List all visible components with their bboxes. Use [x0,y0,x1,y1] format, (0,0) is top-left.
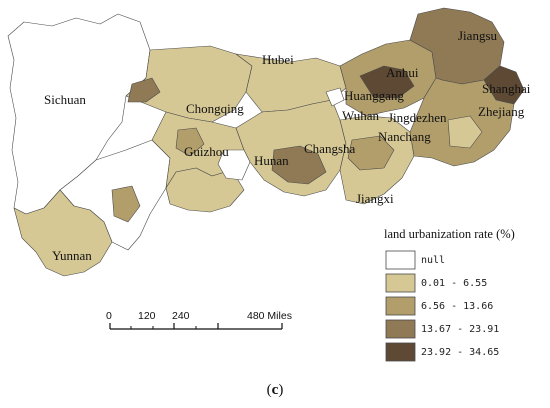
region-yunnan [13,189,113,277]
label-jiangxi: Jiangxi [356,191,394,206]
map-regions [7,7,525,277]
legend-swatch [385,342,416,362]
label-shanghai: Shanghai [482,81,531,96]
label-zhejiang: Zhejiang [478,104,525,119]
legend-item-null: null [385,250,445,270]
label-hunan: Hunan [254,153,289,168]
map-labels: Sichuan Chongqing Hubei Anhui Jiangsu Sh… [44,28,531,263]
label-hubei: Hubei [262,52,294,67]
legend-swatch [385,273,416,293]
label-chongqing: Chongqing [186,101,244,116]
scale-tick-label-480: 480 Miles [247,310,292,322]
label-anhui: Anhui [386,65,419,80]
region-south-mid [111,185,141,223]
region-hunan-dark [271,145,327,185]
legend-label: null [421,255,445,266]
region-wuhan-null [325,87,345,107]
label-yunnan: Yunnan [52,248,92,263]
label-wuhan: Wuhan [342,108,380,123]
caption-letter: c [271,382,279,398]
region-guizhou-mid [175,127,205,157]
region-chongqing-dark [127,77,161,103]
figure-caption: (c) [0,382,550,399]
region-hunan-null [217,149,251,181]
legend-item-class-4: 23.92 - 34.65 [385,342,499,362]
label-sichuan: Sichuan [44,92,86,107]
legend-swatch [385,250,416,270]
label-changsha: Changsha [304,141,356,156]
region-huanggang-dark [359,65,415,99]
legend-item-class-3: 13.67 - 23.91 [385,319,499,339]
scale-tick-label-120: 120 [138,310,156,322]
caption-open: ( [266,382,272,398]
label-huanggang: Huanggang [344,88,404,103]
legend-swatch [385,319,416,339]
label-jiangsu: Jiangsu [458,28,498,43]
scale-bar: 0 120 240 480 Miles [106,310,292,330]
region-sichuan [7,13,151,215]
legend-label: 6.56 - 13.66 [421,301,493,312]
legend-label: 23.92 - 34.65 [421,347,499,358]
label-jingdezhen: Jingdezhen [388,110,447,125]
label-guizhou: Guizhou [184,144,229,159]
region-zhejiang-light [447,115,483,149]
label-nanchang: Nanchang [378,129,431,144]
scale-tick-label-0: 0 [106,310,112,322]
legend-label: 13.67 - 23.91 [421,324,499,335]
legend-title: land urbanization rate (%) [384,227,515,241]
scale-tick-label-240: 240 [172,310,190,322]
legend-label: 0.01 - 6.55 [421,278,487,289]
legend: land urbanization rate (%) null 0.01 - 6… [384,227,515,362]
region-guizhou-south [165,167,245,213]
legend-item-class-2: 6.56 - 13.66 [385,296,493,316]
caption-close: ) [278,382,284,398]
legend-swatch [385,296,416,316]
legend-item-class-1: 0.01 - 6.55 [385,273,487,293]
region-jiangxi-mid [347,135,395,171]
